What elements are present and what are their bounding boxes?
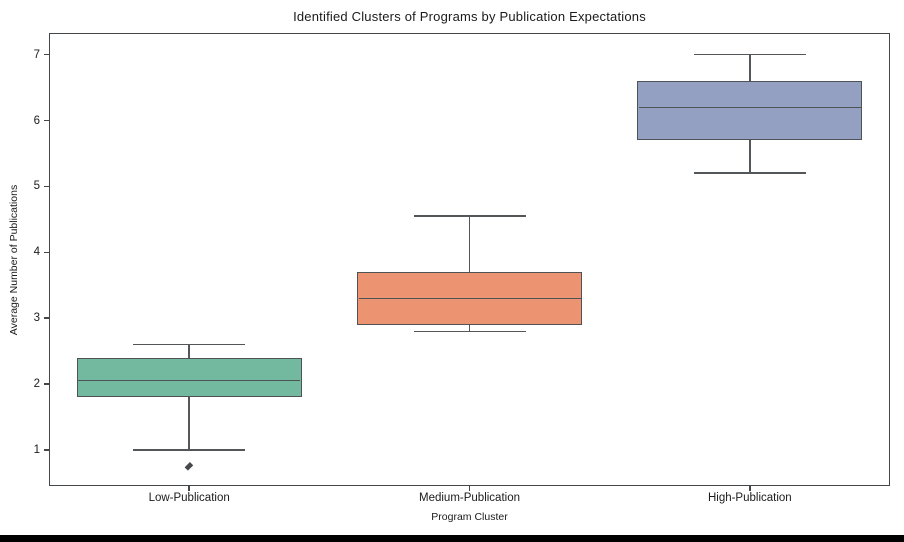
median-line (78, 379, 301, 382)
y-tick-mark (44, 185, 49, 188)
x-tick-label: High-Publication (707, 492, 792, 504)
y-tick-label: 2 (33, 377, 40, 390)
lower-whisker-cap (413, 330, 526, 333)
y-tick-label: 1 (33, 443, 40, 456)
upper-whisker (188, 344, 190, 358)
lower-whisker (188, 397, 190, 450)
x-tick-mark (749, 486, 751, 491)
iqr-box (637, 81, 863, 141)
y-tick-label: 5 (33, 180, 40, 193)
y-tick-label: 4 (33, 246, 40, 259)
upper-whisker-cap (693, 53, 806, 56)
iqr-box (76, 357, 302, 398)
x-tick-mark (468, 486, 471, 491)
y-tick-mark (44, 317, 49, 319)
lower-whisker (468, 324, 471, 332)
lower-whisker (749, 140, 751, 174)
y-tick-label: 7 (33, 48, 40, 61)
y-tick-mark (44, 119, 49, 122)
upper-whisker-cap (413, 215, 526, 217)
x-axis-label: Program Cluster (431, 511, 508, 523)
x-tick-mark (188, 486, 190, 491)
lower-whisker-cap (693, 172, 806, 174)
y-tick-label: 3 (33, 312, 40, 325)
y-tick-mark (44, 383, 49, 385)
screenshot-bottom-edge (0, 535, 904, 542)
x-tick-label: Low-Publication (148, 492, 230, 504)
median-line (638, 106, 861, 109)
median-line (358, 297, 581, 300)
y-tick-mark (44, 53, 49, 56)
upper-whisker (468, 216, 471, 272)
lower-whisker-cap (133, 449, 246, 451)
upper-whisker (749, 54, 751, 82)
y-tick-mark (44, 251, 49, 253)
y-tick-mark (44, 449, 49, 451)
y-tick-label: 6 (33, 114, 40, 127)
upper-whisker-cap (133, 343, 246, 346)
x-tick-label: Medium-Publication (419, 492, 520, 504)
chart-title: Identified Clusters of Programs by Publi… (293, 9, 646, 24)
